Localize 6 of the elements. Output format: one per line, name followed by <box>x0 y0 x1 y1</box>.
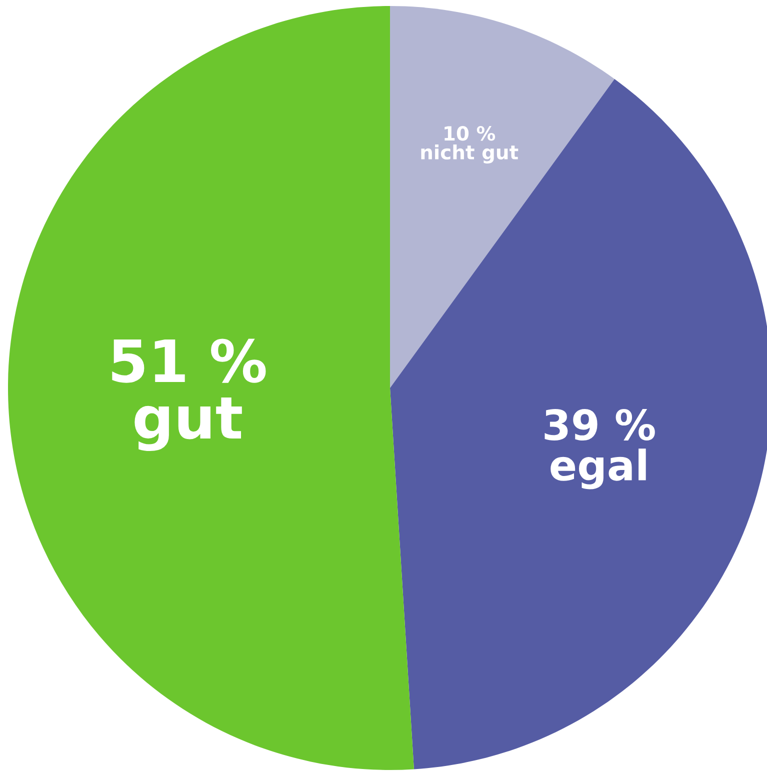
slice-label: egal <box>550 448 646 490</box>
data-label: 39 % <box>544 408 655 441</box>
slice-label: gut <box>134 397 242 452</box>
data-label: 10 % <box>444 126 496 141</box>
data-label: 51 % <box>112 338 266 383</box>
slice-label: nicht gut <box>421 144 518 164</box>
